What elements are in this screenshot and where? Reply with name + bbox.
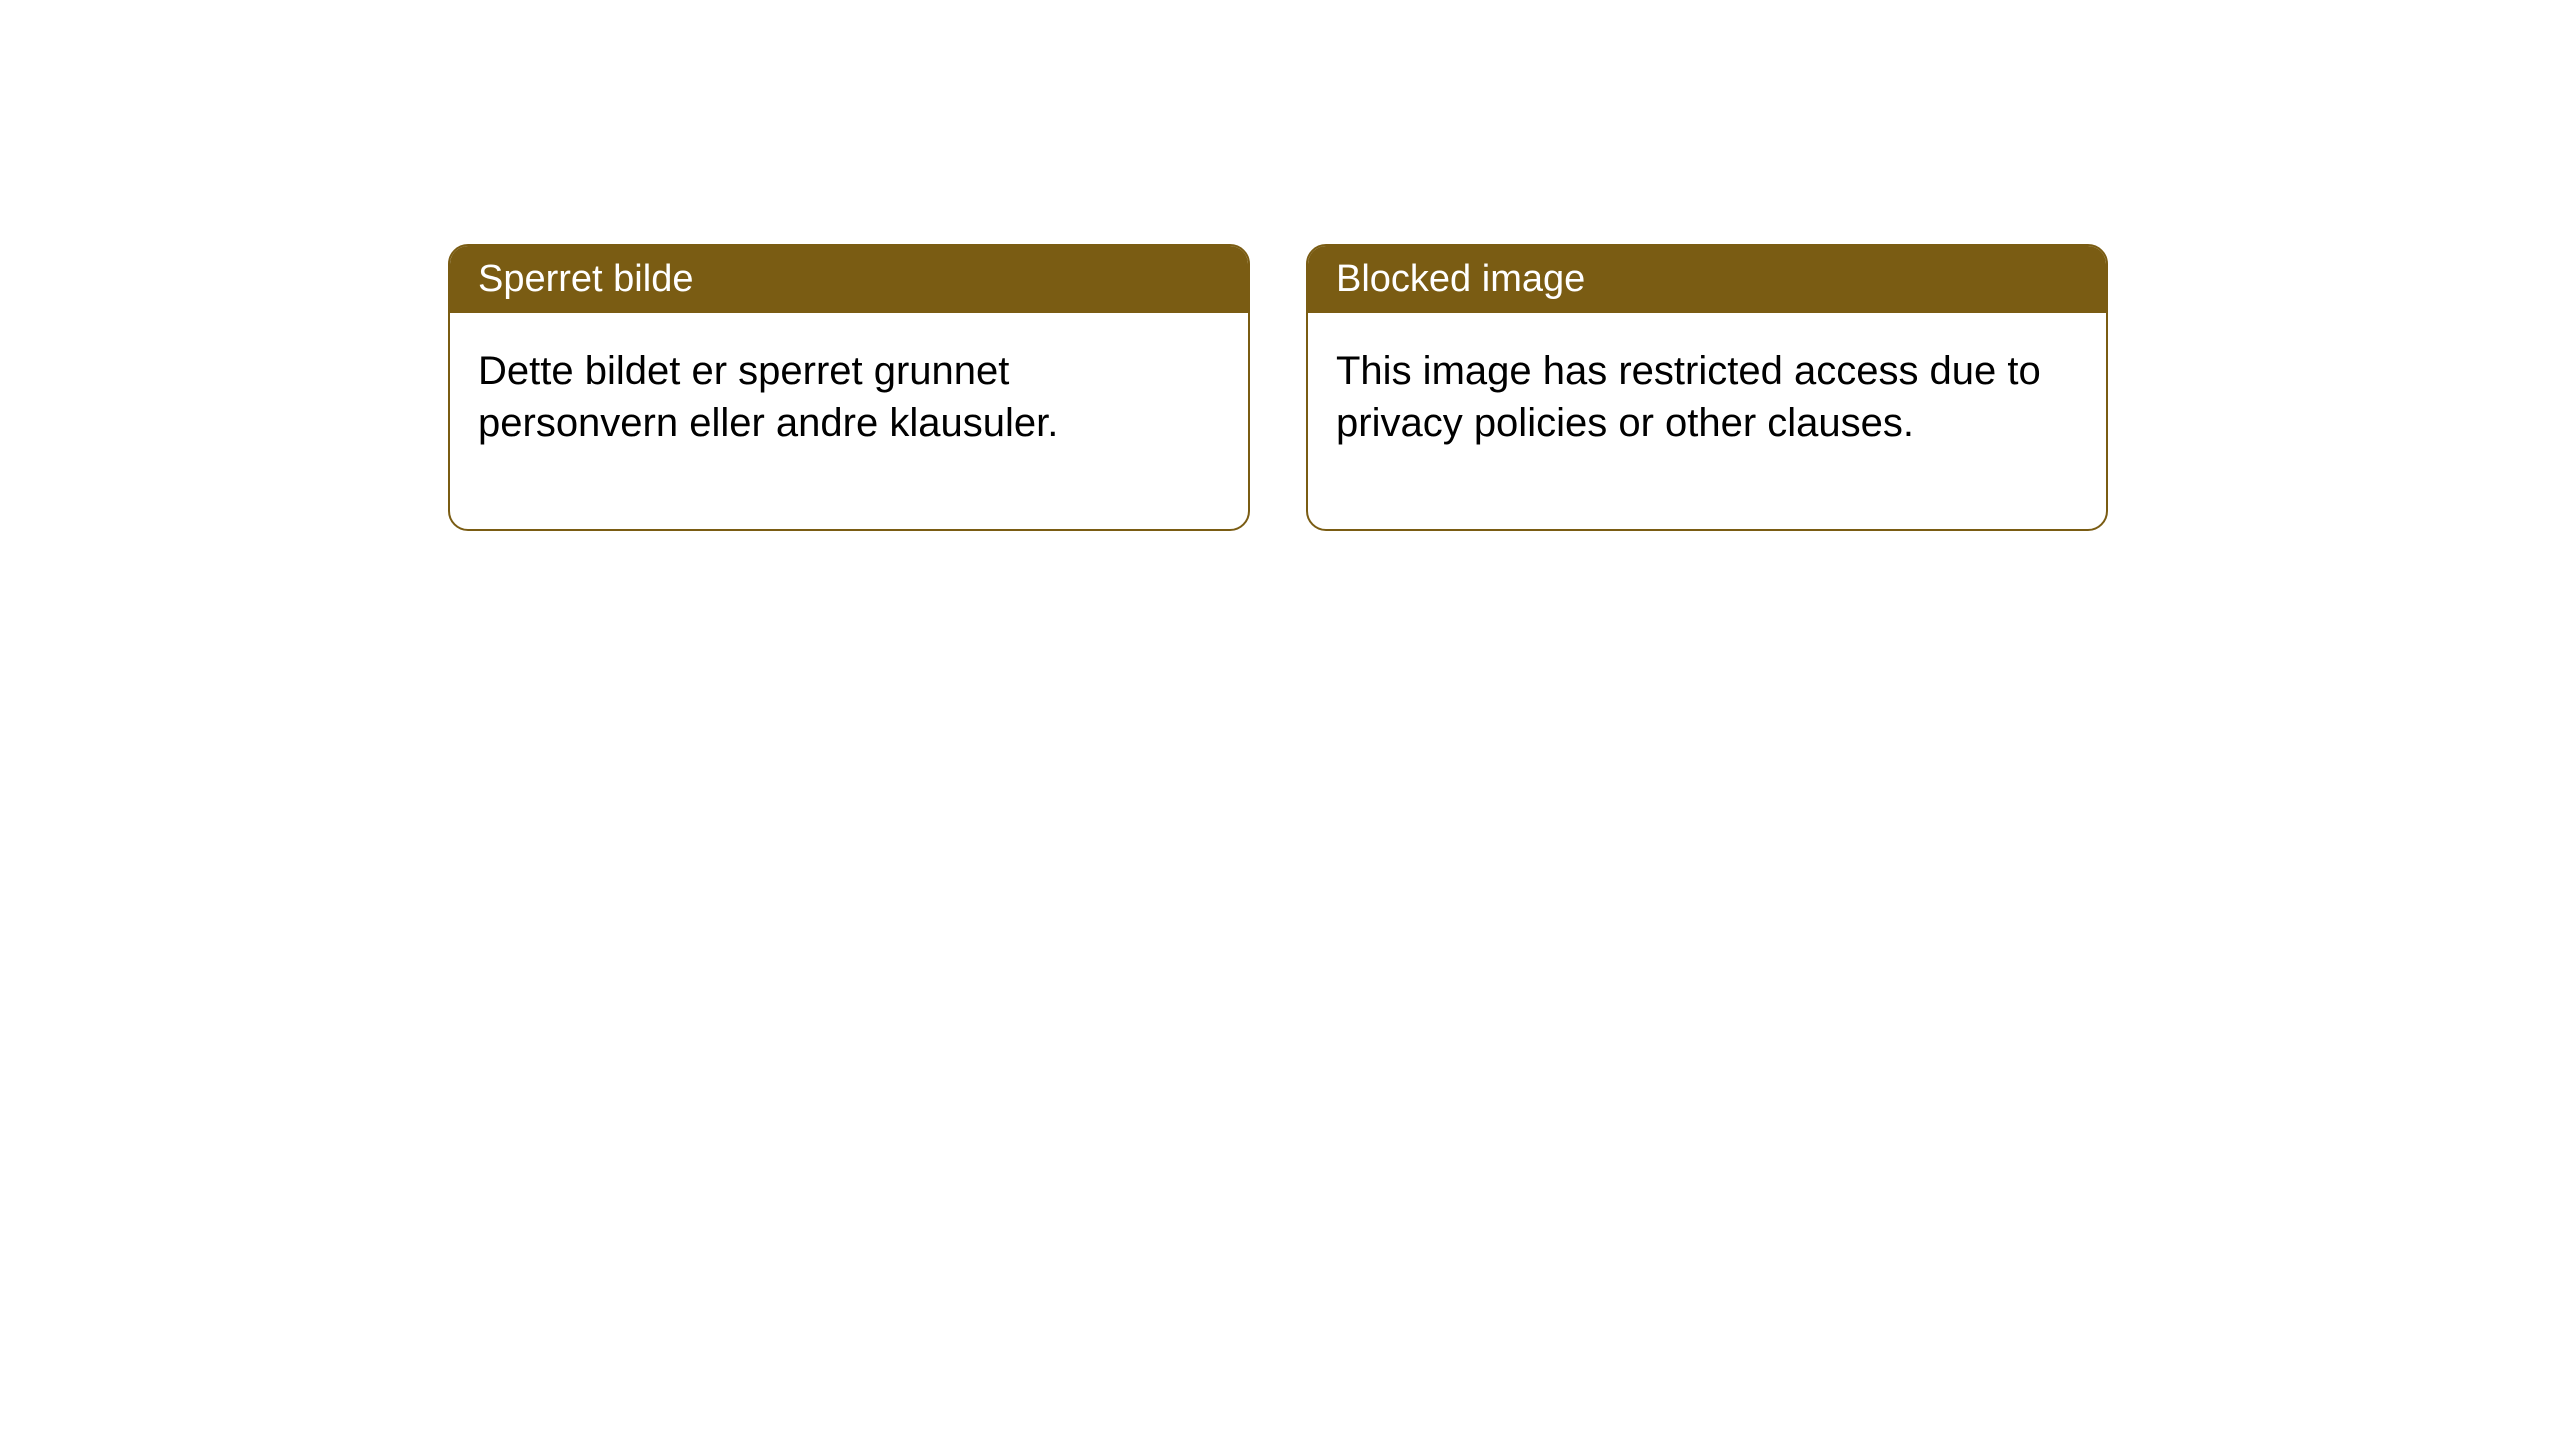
card-header-text: Sperret bilde (478, 258, 693, 300)
card-header: Sperret bilde (450, 246, 1248, 313)
card-header: Blocked image (1308, 246, 2106, 313)
card-body: Dette bildet er sperret grunnet personve… (450, 313, 1248, 529)
card-body-text: Dette bildet er sperret grunnet personve… (478, 349, 1058, 445)
notice-cards-container: Sperret bilde Dette bildet er sperret gr… (448, 244, 2108, 531)
card-header-text: Blocked image (1336, 258, 1585, 300)
notice-card-norwegian: Sperret bilde Dette bildet er sperret gr… (448, 244, 1250, 531)
card-body: This image has restricted access due to … (1308, 313, 2106, 529)
notice-card-english: Blocked image This image has restricted … (1306, 244, 2108, 531)
card-body-text: This image has restricted access due to … (1336, 349, 2041, 445)
